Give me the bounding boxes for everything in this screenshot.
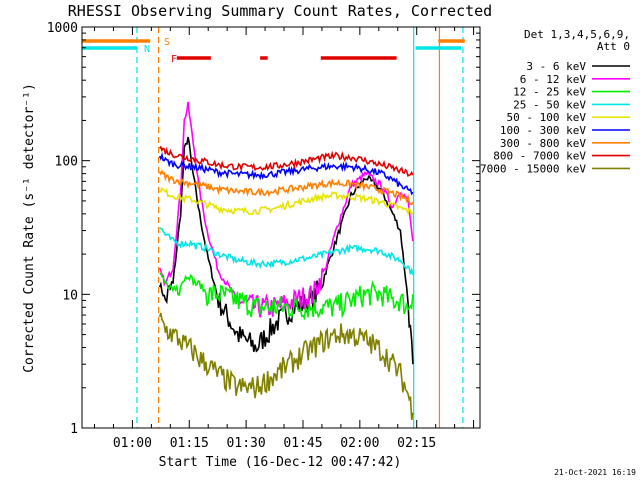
legend-label: 50 - 100 keV <box>507 111 587 124</box>
y-tick-label: 1 <box>70 422 78 437</box>
series-line-2 <box>159 272 414 321</box>
x-tick-label: 01:00 <box>113 436 152 451</box>
series-line-5 <box>158 151 414 196</box>
plot-area: S N F <box>82 27 465 428</box>
axes: 1 10 100 1000 01:00 01:15 01:30 01:45 02:00 02:15 <box>47 21 480 451</box>
series-line-4 <box>159 187 414 216</box>
x-tick-label: 02:15 <box>397 436 436 451</box>
x-axis-label: Start Time (16-Dec-12 00:47:42) <box>159 455 402 470</box>
legend-label: 6 - 12 keV <box>520 73 587 86</box>
plot-content <box>82 27 465 428</box>
legend-label: 25 - 50 keV <box>513 98 586 111</box>
y-tick-label: 1000 <box>47 21 78 36</box>
flag-label-flare: F <box>171 54 177 65</box>
series-line-3 <box>159 227 414 275</box>
series-line-7 <box>159 145 414 177</box>
flag-label-saa: S <box>164 37 170 48</box>
y-tick-label: 100 <box>55 155 78 170</box>
legend-label: 7000 - 15000 keV <box>480 162 586 175</box>
plot-frame <box>81 26 481 429</box>
series-line-8 <box>158 312 414 421</box>
y-tick-label: 10 <box>62 288 78 303</box>
legend-label: 12 - 25 keV <box>513 86 586 99</box>
x-tick-label: 01:15 <box>170 436 209 451</box>
legend-label: 800 - 7000 keV <box>493 150 586 163</box>
series-line-6 <box>158 169 414 206</box>
footer-timestamp: 21-Oct-2021 16:19 <box>554 468 636 477</box>
x-tick-label: 01:45 <box>283 436 322 451</box>
legend-header: Det 1,3,4,5,6,9, <box>524 28 630 41</box>
chart-title: RHESSI Observing Summary Count Rates, Co… <box>68 2 492 20</box>
series-line-0 <box>158 136 414 365</box>
x-tick-label: 01:30 <box>227 436 266 451</box>
flag-label-night: N <box>144 44 150 55</box>
legend-subheader: Att 0 <box>597 40 630 53</box>
legend-label: 300 - 800 keV <box>500 137 586 150</box>
y-axis-label: Corrected Count Rate (s⁻¹ detector⁻¹) <box>22 83 37 373</box>
legend-label: 100 - 300 keV <box>500 124 586 137</box>
legend-label: 3 - 6 keV <box>526 60 586 73</box>
x-tick-label: 02:00 <box>340 436 379 451</box>
